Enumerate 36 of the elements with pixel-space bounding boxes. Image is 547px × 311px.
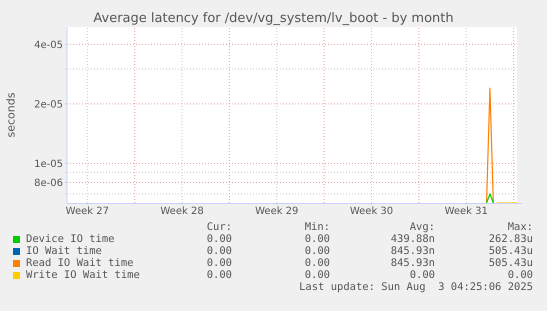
text: 845.93n: [390, 245, 435, 257]
text: 0.00: [206, 245, 232, 257]
x-tick-label: Week 31: [444, 206, 488, 218]
text: 505.43u: [488, 245, 533, 257]
text: Last update: Sun Aug 3 04:25:06 2025: [299, 281, 533, 293]
text: 0.00: [206, 269, 232, 281]
legend-label: IO Wait time: [26, 245, 102, 257]
text: 262.83u: [488, 233, 533, 245]
text: Max:: [508, 221, 533, 233]
legend-label: Read IO Wait time: [26, 257, 134, 269]
text: 439.88n: [390, 233, 435, 245]
y-tick-label: 8e-06: [34, 178, 63, 190]
text: Cur:: [206, 221, 232, 233]
y-tick-label: 2e-05: [34, 99, 63, 110]
x-tick-label: Week 28: [160, 206, 204, 218]
text: 0.00: [304, 245, 330, 257]
chart-title: Average latency for /dev/vg_system/lv_boot - by month: [92, 11, 455, 26]
text: 0.00: [206, 233, 232, 245]
legend-label: Write IO Wait time: [26, 269, 140, 281]
text: Min:: [304, 221, 330, 233]
text: Avg:: [410, 221, 435, 233]
y-axis-title: seconds: [4, 92, 18, 138]
text: 0.00: [508, 269, 533, 281]
text: 0.00: [410, 269, 435, 281]
text: 0.00: [304, 233, 330, 245]
text: 0.00: [304, 269, 330, 281]
y-tick-label: 4e-05: [34, 40, 63, 51]
x-tick-label: Week 30: [350, 206, 394, 218]
x-tick-label: Week 27: [66, 206, 109, 218]
text: 505.43u: [488, 257, 533, 269]
y-tick-label: 1e-05: [34, 158, 63, 170]
text: 0.00: [206, 257, 232, 269]
legend-label: Device IO time: [26, 233, 115, 245]
x-tick-label: Week 29: [255, 206, 298, 218]
text: 845.93n: [390, 257, 435, 269]
text: 0.00: [304, 257, 330, 269]
